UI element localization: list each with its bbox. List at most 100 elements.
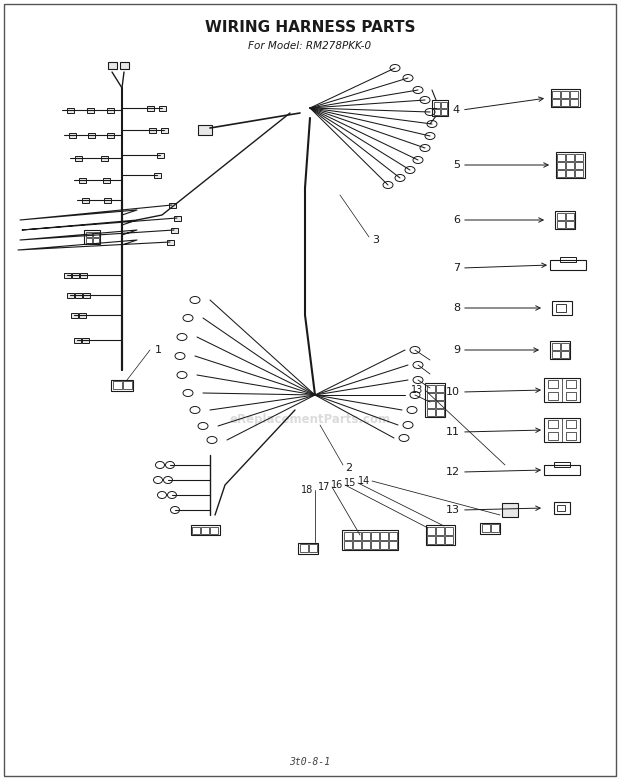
Bar [298,543,318,554]
Bar [490,524,498,532]
Text: 8: 8 [453,303,460,313]
Bar [102,178,110,183]
Bar [575,161,583,168]
Bar [87,133,94,137]
Bar [560,342,569,349]
Text: WIRING HARNESS PARTS: WIRING HARNESS PARTS [205,20,415,36]
Bar [440,108,446,115]
Bar [84,230,100,244]
Bar [111,380,133,391]
Bar [435,409,443,416]
Bar [544,465,580,475]
Bar [552,350,559,357]
Bar [556,304,566,312]
Bar [167,239,174,244]
Bar [552,342,559,349]
Text: 13: 13 [410,385,423,395]
Bar [427,536,435,544]
Bar [342,530,398,550]
Bar [92,237,99,243]
Bar [570,90,578,98]
Bar [389,531,397,540]
Bar [555,211,575,229]
Text: 10: 10 [446,387,460,397]
Bar [433,108,440,115]
Bar [156,153,164,158]
Bar [445,526,453,534]
Bar [557,161,565,168]
Bar [427,385,435,392]
Bar [435,392,443,399]
Bar [548,380,558,388]
Text: 3t0-8-1: 3t0-8-1 [290,757,330,767]
Bar [86,237,92,243]
Bar [123,381,131,389]
Bar [81,338,89,342]
Bar [550,260,586,270]
Bar [343,531,352,540]
Bar [551,89,580,107]
Bar [353,541,360,548]
Bar [71,272,79,278]
Bar [440,101,446,108]
Bar [556,152,585,178]
Bar [92,232,99,236]
Text: eReplacementParts.com: eReplacementParts.com [229,413,391,427]
Bar [427,392,435,399]
Bar [435,385,443,392]
Bar [560,257,576,262]
Bar [74,338,81,342]
Bar [82,292,89,297]
Bar [544,418,580,442]
Bar [389,541,397,548]
Bar [425,525,454,545]
Text: 3: 3 [372,235,379,245]
Bar [548,432,558,440]
Bar [566,169,574,176]
Bar [112,381,122,389]
Bar [550,341,570,359]
Bar [201,526,209,534]
Bar [107,133,113,137]
Bar [86,232,92,236]
Bar [575,154,583,161]
Text: 1: 1 [155,345,162,355]
Bar [79,178,86,183]
Bar [379,531,388,540]
Bar [436,536,444,544]
Bar [566,432,576,440]
Bar [81,197,89,203]
Bar [74,292,81,297]
Bar [427,400,435,407]
Bar [560,350,569,357]
Text: 4: 4 [453,105,460,115]
Bar [87,108,94,112]
Bar [343,541,352,548]
Bar [361,541,370,548]
Bar [107,108,113,112]
Bar [210,526,218,534]
Bar [552,301,572,315]
Bar [353,531,360,540]
Text: 7: 7 [453,263,460,273]
Bar [361,531,370,540]
Text: 18: 18 [301,485,313,495]
Bar [63,272,71,278]
Bar [379,541,388,548]
Bar [198,125,212,135]
Bar [565,221,574,228]
Bar [566,380,576,388]
Bar [309,544,316,552]
Bar [107,62,117,69]
Bar [557,505,565,511]
Bar [557,212,564,219]
Bar [570,98,578,105]
Bar [74,155,81,161]
Bar [552,90,560,98]
Bar [445,536,453,544]
Bar [154,172,161,178]
Bar [566,420,576,428]
Bar [557,169,565,176]
Bar [159,105,166,111]
Bar [68,133,76,137]
